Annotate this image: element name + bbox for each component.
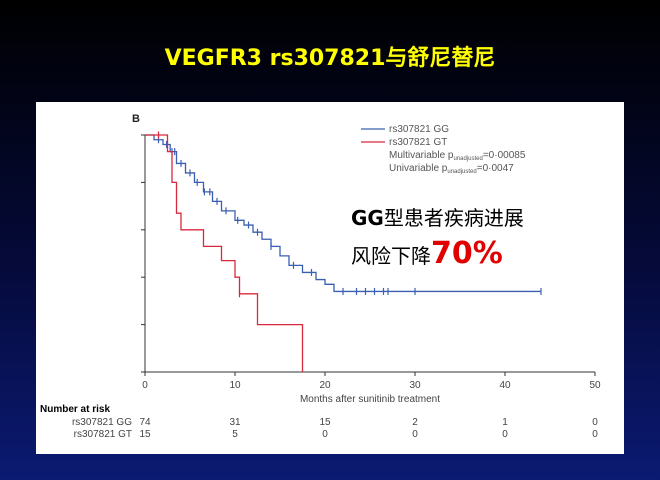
risk-value: 0: [412, 429, 418, 440]
x-tick-label: 50: [589, 380, 601, 391]
x-tick-label: 0: [142, 380, 148, 391]
risk-value: 0: [592, 429, 598, 440]
risk-value: 0: [322, 429, 328, 440]
series-line-2: [145, 134, 304, 372]
risk-value: 1: [502, 417, 508, 428]
risk-table-title: Number at risk: [40, 404, 110, 415]
risk-value: 2: [412, 417, 418, 428]
callout-percent: 70%: [431, 236, 503, 271]
panel-label: B: [132, 113, 140, 125]
risk-value: 15: [139, 429, 151, 440]
p-value-annotation: Univariable punadjusted=0·0047: [389, 163, 514, 175]
callout-line1: 型患者疾病进展: [383, 206, 524, 230]
callout-bold: GG: [351, 206, 384, 230]
risk-value: 15: [319, 417, 331, 428]
legend-label: rs307821 GG: [389, 124, 449, 135]
x-axis-label: Months after sunitinib treatment: [300, 394, 440, 405]
risk-value: 5: [232, 429, 238, 440]
x-tick-label: 20: [319, 380, 331, 391]
risk-value: 74: [139, 417, 151, 428]
risk-row-label: rs307821 GT: [74, 429, 132, 440]
p-value-annotation: Multivariable punadjusted=0·00085: [389, 150, 526, 162]
risk-row-label: rs307821 GG: [72, 417, 132, 428]
x-tick-label: 30: [409, 380, 421, 391]
risk-value: 0: [592, 417, 598, 428]
chart-panel: B 0 10 20 30 40 50 Months after sunitinib trea…: [36, 102, 624, 454]
x-tick-label: 40: [499, 380, 511, 391]
risk-value: 31: [229, 417, 241, 428]
callout-line2: 风险下降: [351, 244, 431, 268]
series-line-1: [145, 134, 541, 293]
legend-label: rs307821 GT: [389, 137, 447, 148]
x-tick-label: 10: [229, 380, 241, 391]
slide-title: VEGFR3 rs307821与舒尼替尼: [164, 46, 496, 71]
risk-value: 0: [502, 429, 508, 440]
callout: GG型患者疾病进展 风险下降70%: [351, 200, 524, 274]
